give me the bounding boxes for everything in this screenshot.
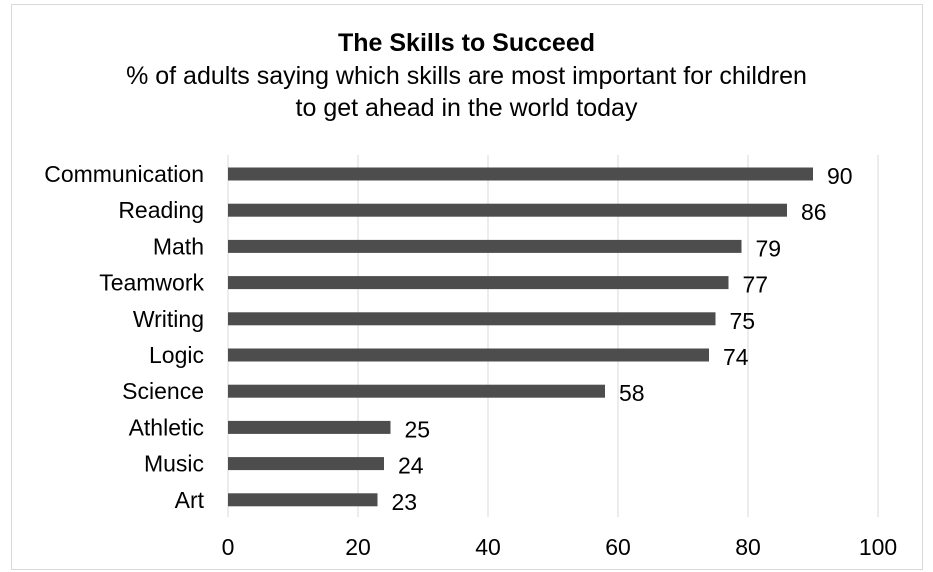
value-label: 74 <box>723 344 749 370</box>
x-tick-label: 60 <box>605 534 631 560</box>
bar-science <box>228 384 605 398</box>
category-label: Teamwork <box>99 270 204 296</box>
category-label: Communication <box>44 161 204 187</box>
chart-subtitle: % of adults saying which skills are most… <box>126 62 807 122</box>
x-tick-label: 40 <box>475 534 501 560</box>
bar-art <box>228 493 378 507</box>
category-label: Science <box>122 378 204 404</box>
category-label: Athletic <box>129 414 204 440</box>
bar-communication <box>228 167 813 181</box>
bar-athletic <box>228 420 391 434</box>
value-label: 75 <box>730 308 756 334</box>
category-label: Reading <box>118 197 204 223</box>
category-label: Logic <box>149 342 204 368</box>
value-label: 79 <box>756 235 782 261</box>
bar-teamwork <box>228 276 729 290</box>
bar-music <box>228 457 384 471</box>
value-label: 23 <box>392 489 418 515</box>
value-label: 25 <box>405 416 431 442</box>
value-label: 77 <box>743 272 769 298</box>
bars <box>228 167 813 507</box>
category-label: Art <box>175 487 205 513</box>
x-tick-labels: 0 20 40 60 80 100 <box>222 534 898 560</box>
bar-math <box>228 239 742 253</box>
value-label: 90 <box>827 163 853 189</box>
category-label: Math <box>153 233 204 259</box>
x-tick-label: 20 <box>345 534 371 560</box>
x-tick-label: 100 <box>859 534 897 560</box>
value-label: 24 <box>398 453 424 479</box>
bar-reading <box>228 203 787 217</box>
bar-logic <box>228 348 709 362</box>
value-label: 58 <box>619 380 645 406</box>
x-tick-label: 0 <box>222 534 235 560</box>
value-label: 86 <box>801 199 827 225</box>
category-label: Music <box>144 451 204 477</box>
category-labels: Communication Reading Math Teamwork Writing L… <box>44 161 204 513</box>
bar-writing <box>228 312 716 326</box>
x-tick-label: 80 <box>735 534 761 560</box>
chart-title: The Skills to Succeed <box>337 29 596 57</box>
category-label: Writing <box>133 306 204 332</box>
